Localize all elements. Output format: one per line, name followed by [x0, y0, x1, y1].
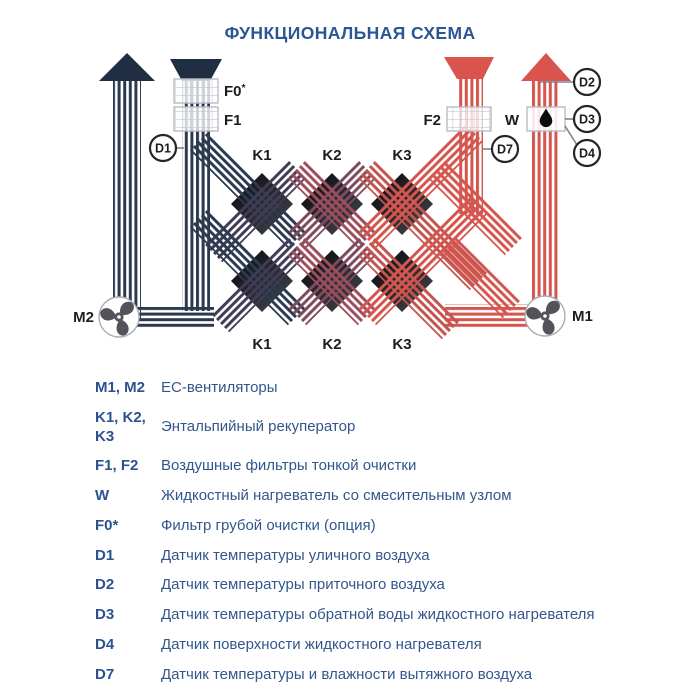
legend-key: M1, M2 — [95, 379, 146, 396]
legend-description: EC-вентиляторы — [161, 379, 278, 396]
filter-f0-asterisk: * — [242, 82, 247, 94]
flow-band — [357, 122, 484, 249]
sensor-d4-label: D4 — [579, 147, 595, 161]
legend-key: D4 — [95, 635, 115, 653]
filter-f2-label: F2 — [423, 112, 441, 129]
recuperator-k1-bottom-label: K1 — [252, 336, 271, 353]
filter-f2-box — [446, 106, 492, 132]
legend-key: D1 — [95, 546, 115, 564]
water-heater-box — [526, 106, 566, 132]
exhaust-arrow-icon — [99, 53, 155, 81]
legend-description: Энтальпийный рекуператор — [161, 418, 356, 436]
legend-key: F0* — [95, 516, 119, 534]
exhaust-outlet-duct — [99, 53, 155, 319]
recuperator-k3-bottom-label: K3 — [392, 336, 411, 353]
flow-band — [210, 236, 307, 333]
extract-intake-funnel-icon — [444, 57, 494, 79]
sensor-d2-label: D2 — [579, 76, 595, 90]
legend-row: D2 Датчик температуры приточного воздуха — [95, 576, 670, 595]
legend-row: F0* Фильтр грубой очистки (опция) — [95, 517, 670, 536]
sensor-d2-badge: D2 — [572, 67, 602, 97]
filter-f0-box — [173, 78, 219, 104]
recuperator-k3-top-label: K3 — [392, 147, 411, 164]
exhaust-shaft — [113, 81, 141, 319]
legend-row: D1 Датчик температуры уличного воздуха — [95, 547, 670, 566]
filter-f0-label: F0* — [224, 82, 247, 100]
sensor-d1-label: D1 — [155, 142, 171, 156]
legend-description: Датчик температуры приточного воздуха — [161, 576, 445, 594]
filter-f0-text: F0 — [224, 83, 242, 100]
fan-m2-icon — [98, 296, 140, 338]
sensor-d3-badge: D3 — [572, 104, 602, 134]
flow-band — [189, 131, 307, 249]
sensor-d3-label: D3 — [579, 113, 595, 127]
filter-f1-label: F1 — [224, 112, 242, 129]
supply-outlet-duct — [521, 53, 571, 317]
d4-connector — [564, 125, 578, 146]
fan-m2-label: M2 — [73, 309, 94, 326]
sensor-connectors — [176, 81, 578, 150]
legend-key: F1, F2 — [95, 457, 139, 475]
sensor-d1-badge: D1 — [148, 133, 178, 163]
flow-band — [439, 236, 522, 319]
legend-key: D3 — [95, 606, 115, 623]
header: ФУНКЦИОНАЛЬНАЯ СХЕМА — [0, 0, 700, 44]
sensor-d7-badge: D7 — [490, 134, 520, 164]
fan-m1-icon — [524, 295, 566, 337]
water-droplet-icon — [539, 108, 553, 128]
legend-description: Датчик температуры уличного воздуха — [161, 546, 430, 564]
legend-description: Воздушные фильтры тонкой очистки — [161, 457, 417, 475]
fan-m1-label: M1 — [572, 308, 593, 325]
recuperator-k1-top-label: K1 — [252, 147, 271, 164]
outdoor-intake-funnel-icon — [170, 59, 222, 81]
filter-f1-box — [173, 106, 219, 132]
sensor-d7-label: D7 — [497, 143, 513, 157]
water-heater-label: W — [505, 112, 520, 129]
sensor-d4-badge: D4 — [572, 138, 602, 168]
legend: M1, M2 EC-вентиляторы K1, K2, K3 Энтальп… — [0, 365, 700, 684]
legend-description: Жидкостный нагреватель со смесительным у… — [161, 487, 512, 504]
legend-description: Фильтр грубой очистки (опция) — [161, 516, 376, 534]
legend-row: D7 Датчик температуры и влажности вытяжн… — [95, 666, 670, 685]
legend-row: W Жидкостный нагреватель со смесительным… — [95, 487, 670, 506]
flow-band — [287, 159, 377, 249]
legend-description: Датчик температуры обратной воды жидкост… — [161, 606, 595, 623]
legend-row: F1, F2 Воздушные фильтры тонкой очистки — [95, 457, 670, 476]
functional-diagram-canvas: D1 D2 D3 D4 D7 — [73, 53, 602, 353]
heat-exchange-weave-bottom — [189, 194, 522, 340]
supply-arrow-icon — [521, 53, 571, 81]
flow-band — [357, 194, 489, 326]
legend-row: D3 Датчик температуры обратной воды жидк… — [95, 606, 670, 625]
legend-key: K1, K2, K3 — [95, 408, 146, 445]
legend-key: W — [95, 487, 110, 504]
flow-band — [287, 236, 377, 326]
legend-key: D2 — [95, 576, 115, 594]
page-title: ФУНКЦИОНАЛЬНАЯ СХЕМА — [224, 23, 476, 43]
legend-row: D4 Датчик поверхности жидкостного нагрев… — [95, 636, 670, 655]
recuperator-k2-top-label: K2 — [322, 147, 341, 164]
recuperator-k2-bottom-label: K2 — [322, 336, 341, 353]
legend-key: D7 — [95, 665, 115, 683]
legend-row: K1, K2, K3 Энтальпийный рекуператор — [95, 409, 670, 447]
flow-band — [189, 208, 307, 326]
legend-description: Датчик температуры и влажности вытяжного… — [161, 665, 533, 683]
legend-description: Датчик поверхности жидкостного нагревате… — [161, 635, 482, 653]
legend-row: M1, M2 EC-вентиляторы — [95, 379, 670, 398]
